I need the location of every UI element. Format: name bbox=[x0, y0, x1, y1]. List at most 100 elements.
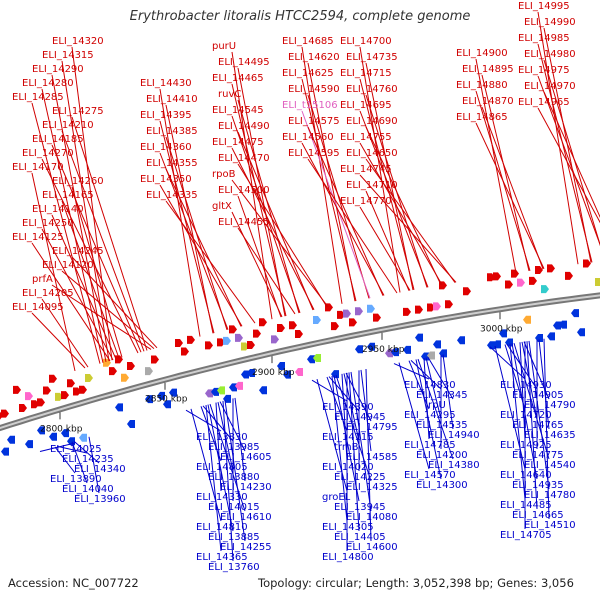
gene-leader-line bbox=[408, 360, 430, 410]
gene-label: ELI_14500 bbox=[218, 185, 270, 196]
gene-label: ELI_14935 bbox=[512, 480, 564, 491]
gene-label: prfA bbox=[32, 274, 53, 285]
gene-label: ELI_14800 bbox=[322, 552, 374, 563]
gene-leader-line bbox=[231, 211, 283, 318]
gene-label: ELI_14485 bbox=[500, 500, 552, 511]
gene-label: ELI_14345 bbox=[416, 390, 468, 401]
gene-leader-line bbox=[41, 158, 139, 354]
gene-arrow-forward bbox=[547, 264, 555, 273]
gene-label: ELI_14970 bbox=[524, 81, 576, 92]
gene-arrow-reverse bbox=[457, 336, 465, 345]
gene-arrow-forward bbox=[25, 392, 33, 401]
gene-leader-line bbox=[237, 227, 296, 315]
gene-leader-line bbox=[31, 242, 111, 362]
gene-arrow-reverse bbox=[211, 387, 219, 396]
gene-leader-line bbox=[537, 43, 593, 263]
gene-leader-line bbox=[442, 354, 454, 430]
gene-label: ELI_14715 bbox=[340, 68, 392, 79]
gene-label: ELI_14325 bbox=[346, 482, 398, 493]
gene-leader-line bbox=[61, 270, 155, 350]
gene-leader-line bbox=[423, 357, 430, 440]
gene-leader-line bbox=[71, 186, 123, 358]
gene-leader-line bbox=[159, 152, 229, 330]
gene-leader-line bbox=[335, 374, 372, 482]
gene-arrow-forward bbox=[61, 391, 69, 400]
gene-arrow-forward bbox=[181, 347, 189, 356]
gene-label: ELI_14285 bbox=[12, 92, 64, 103]
gene-leader-line bbox=[537, 107, 600, 224]
gene-label: ELI_14080 bbox=[346, 512, 398, 523]
gene-leader-line bbox=[481, 106, 544, 270]
gene-leader-line bbox=[359, 78, 415, 290]
gene-label: ELI_14700 bbox=[340, 36, 392, 47]
gene-arrow-forward bbox=[151, 355, 159, 364]
gene-arrow-forward bbox=[13, 385, 21, 394]
gene-leader-line bbox=[543, 91, 600, 219]
genome-backbone-highlight bbox=[0, 294, 600, 430]
gene-label: ELI_14405 bbox=[334, 532, 386, 543]
gene-label: ELI_14330 bbox=[196, 492, 248, 503]
gene-label: ELI_14905 bbox=[512, 390, 564, 401]
gene-leader-line bbox=[359, 174, 457, 283]
gene-arrow-forward bbox=[445, 300, 453, 309]
gene-label: ELI_14710 bbox=[346, 180, 398, 191]
gene-leader-line bbox=[410, 359, 442, 390]
gene-leader-line bbox=[237, 99, 300, 314]
gene-label: groEL bbox=[322, 492, 351, 503]
tick-label: 2900 kbp bbox=[252, 368, 295, 378]
gene-label: ELI_14665 bbox=[512, 510, 564, 521]
gene-arrow-forward bbox=[355, 307, 363, 316]
gene-leader-line bbox=[41, 298, 89, 368]
gene-arrow-forward bbox=[367, 304, 375, 313]
gene-leader-line bbox=[165, 200, 256, 324]
gene-arrow-forward bbox=[271, 335, 279, 344]
gene-label: ELI_14255 bbox=[220, 542, 272, 553]
gene-arrow-forward bbox=[127, 362, 135, 371]
gene-leader-line bbox=[348, 372, 360, 532]
gene-leader-line bbox=[159, 88, 201, 337]
gene-arrow-forward bbox=[235, 333, 243, 342]
gene-leader-line bbox=[350, 371, 372, 512]
gene-arrow-reverse bbox=[115, 403, 123, 412]
gene-label: ELI_14380 bbox=[428, 460, 480, 471]
gene-label: ELI_14125 bbox=[12, 232, 64, 243]
gene-label: ELI_14895 bbox=[462, 64, 514, 75]
gene-arrow-forward bbox=[247, 341, 255, 350]
gene-leader-line bbox=[307, 62, 356, 302]
genome-stats-text: Topology: circular; Length: 3,052,398 bp… bbox=[258, 576, 574, 590]
gene-label: ELI_14350 bbox=[140, 174, 192, 185]
gene-label: ELI_14985 bbox=[518, 33, 570, 44]
gene-arrow-forward bbox=[229, 325, 237, 334]
gene-arrow-forward bbox=[79, 385, 87, 394]
gene-arrow-reverse bbox=[313, 354, 321, 363]
gene-leader-line bbox=[526, 341, 538, 510]
gene-leader-line bbox=[417, 358, 454, 460]
gene-arrow-reverse bbox=[205, 389, 213, 398]
gene-label: ruvC bbox=[218, 89, 241, 100]
gene-arrow-reverse bbox=[403, 345, 411, 354]
gene-arrow-forward bbox=[37, 398, 45, 407]
gene-arrow-forward bbox=[511, 269, 519, 278]
gene-label: ELI_14315 bbox=[42, 50, 94, 61]
gene-arrow-forward bbox=[295, 329, 303, 338]
gene-label: ELI_14455 bbox=[218, 217, 270, 228]
gene-arrow-forward bbox=[85, 373, 93, 382]
gene-label: ELI_14140 bbox=[32, 204, 84, 215]
gene-leader-line bbox=[519, 342, 526, 440]
gene-leader-line bbox=[307, 126, 384, 296]
gene-leader-line bbox=[341, 373, 348, 462]
gene-label: rpU bbox=[428, 400, 446, 411]
gene-arrow-reverse bbox=[229, 383, 237, 392]
gene-leader-line bbox=[359, 46, 401, 293]
gene-label: ELI_14475 bbox=[212, 137, 264, 148]
gene-label: ELI_14830 bbox=[404, 380, 456, 391]
gene-label: ELI_14640 bbox=[500, 470, 552, 481]
gene-leader-line bbox=[489, 346, 526, 380]
gene-arrow-forward bbox=[259, 318, 267, 327]
gene-arrow-reverse bbox=[433, 340, 441, 349]
gene-label: ELI_14770 bbox=[340, 196, 392, 207]
gene-arrow-forward bbox=[277, 324, 285, 333]
gene-label: ELI_14170 bbox=[12, 162, 64, 173]
tick-label: 2850 kbp bbox=[145, 395, 188, 405]
gene-arrow-reverse bbox=[523, 315, 531, 324]
